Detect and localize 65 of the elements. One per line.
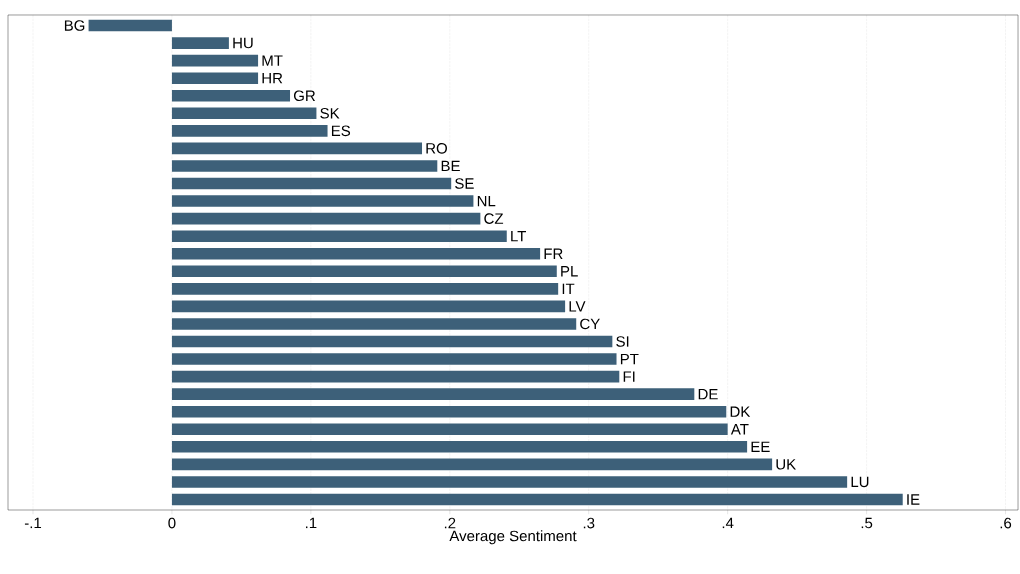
y-tick-label: CY bbox=[580, 318, 600, 330]
bar bbox=[88, 19, 172, 32]
y-tick-label: LT bbox=[511, 231, 526, 242]
bar bbox=[171, 72, 259, 84]
bar bbox=[171, 441, 748, 453]
y-tick-label: CZ bbox=[484, 213, 504, 224]
x-tick-label: -.1 bbox=[24, 517, 42, 529]
y-tick-label: IT bbox=[562, 283, 575, 294]
bar bbox=[171, 318, 577, 330]
x-tick-label: .3 bbox=[583, 517, 595, 529]
bar bbox=[171, 195, 474, 207]
bar bbox=[171, 54, 259, 67]
bar bbox=[171, 107, 317, 120]
bar bbox=[171, 89, 291, 102]
x-tick-label: .4 bbox=[722, 517, 734, 529]
bar bbox=[171, 37, 229, 49]
y-tick-label: DK bbox=[730, 406, 751, 417]
y-tick-label: FI bbox=[623, 371, 635, 382]
y-tick-label: AT bbox=[730, 424, 749, 435]
y-tick-label: IE bbox=[907, 494, 920, 505]
y-tick-label: PT bbox=[620, 353, 639, 365]
y-tick-label: RO bbox=[426, 143, 447, 154]
x-tick-label: 0 bbox=[168, 517, 176, 529]
y-tick-label: LV bbox=[569, 301, 586, 312]
bar bbox=[171, 247, 541, 260]
y-tick-label: HR bbox=[262, 73, 283, 84]
y-tick-label: UK bbox=[776, 459, 796, 470]
y-tick-label: SI bbox=[616, 336, 629, 347]
y-tick-label: LU bbox=[851, 476, 869, 488]
y-tick-label: ES bbox=[331, 125, 351, 137]
bar bbox=[171, 177, 452, 190]
bar bbox=[171, 212, 481, 225]
x-tick-label: .5 bbox=[861, 517, 873, 529]
bar bbox=[171, 458, 773, 471]
bar bbox=[171, 283, 559, 295]
y-tick-label: HU bbox=[233, 37, 253, 49]
y-tick-label: BG bbox=[64, 20, 85, 31]
bar bbox=[171, 335, 613, 348]
bar bbox=[171, 405, 727, 418]
y-tick-label: DE bbox=[698, 389, 718, 400]
bar bbox=[171, 160, 438, 172]
bar bbox=[171, 300, 566, 313]
bar bbox=[171, 265, 557, 278]
y-tick-label: SE bbox=[455, 178, 474, 189]
bar bbox=[171, 370, 620, 383]
y-tick-label: BE bbox=[441, 160, 460, 172]
bar bbox=[171, 142, 423, 155]
y-tick-label: MT bbox=[262, 55, 283, 66]
bar bbox=[171, 388, 695, 400]
y-tick-label: EE bbox=[751, 441, 770, 452]
x-tick-label: .6 bbox=[1000, 517, 1012, 529]
y-tick-label: NL bbox=[477, 195, 496, 207]
y-tick-label: GR bbox=[293, 90, 316, 102]
bar bbox=[171, 476, 848, 488]
x-axis-title: Average Sentiment bbox=[449, 530, 577, 545]
bar bbox=[171, 423, 728, 436]
x-tick-label: .2 bbox=[444, 517, 456, 529]
bar bbox=[171, 125, 328, 137]
y-tick-label: SK bbox=[320, 107, 340, 119]
y-tick-label: PL bbox=[561, 266, 578, 277]
bar bbox=[171, 353, 617, 365]
x-tick-label: .1 bbox=[305, 517, 317, 529]
bar bbox=[171, 493, 903, 506]
y-tick-label: FR bbox=[544, 248, 563, 259]
bar bbox=[171, 230, 507, 242]
